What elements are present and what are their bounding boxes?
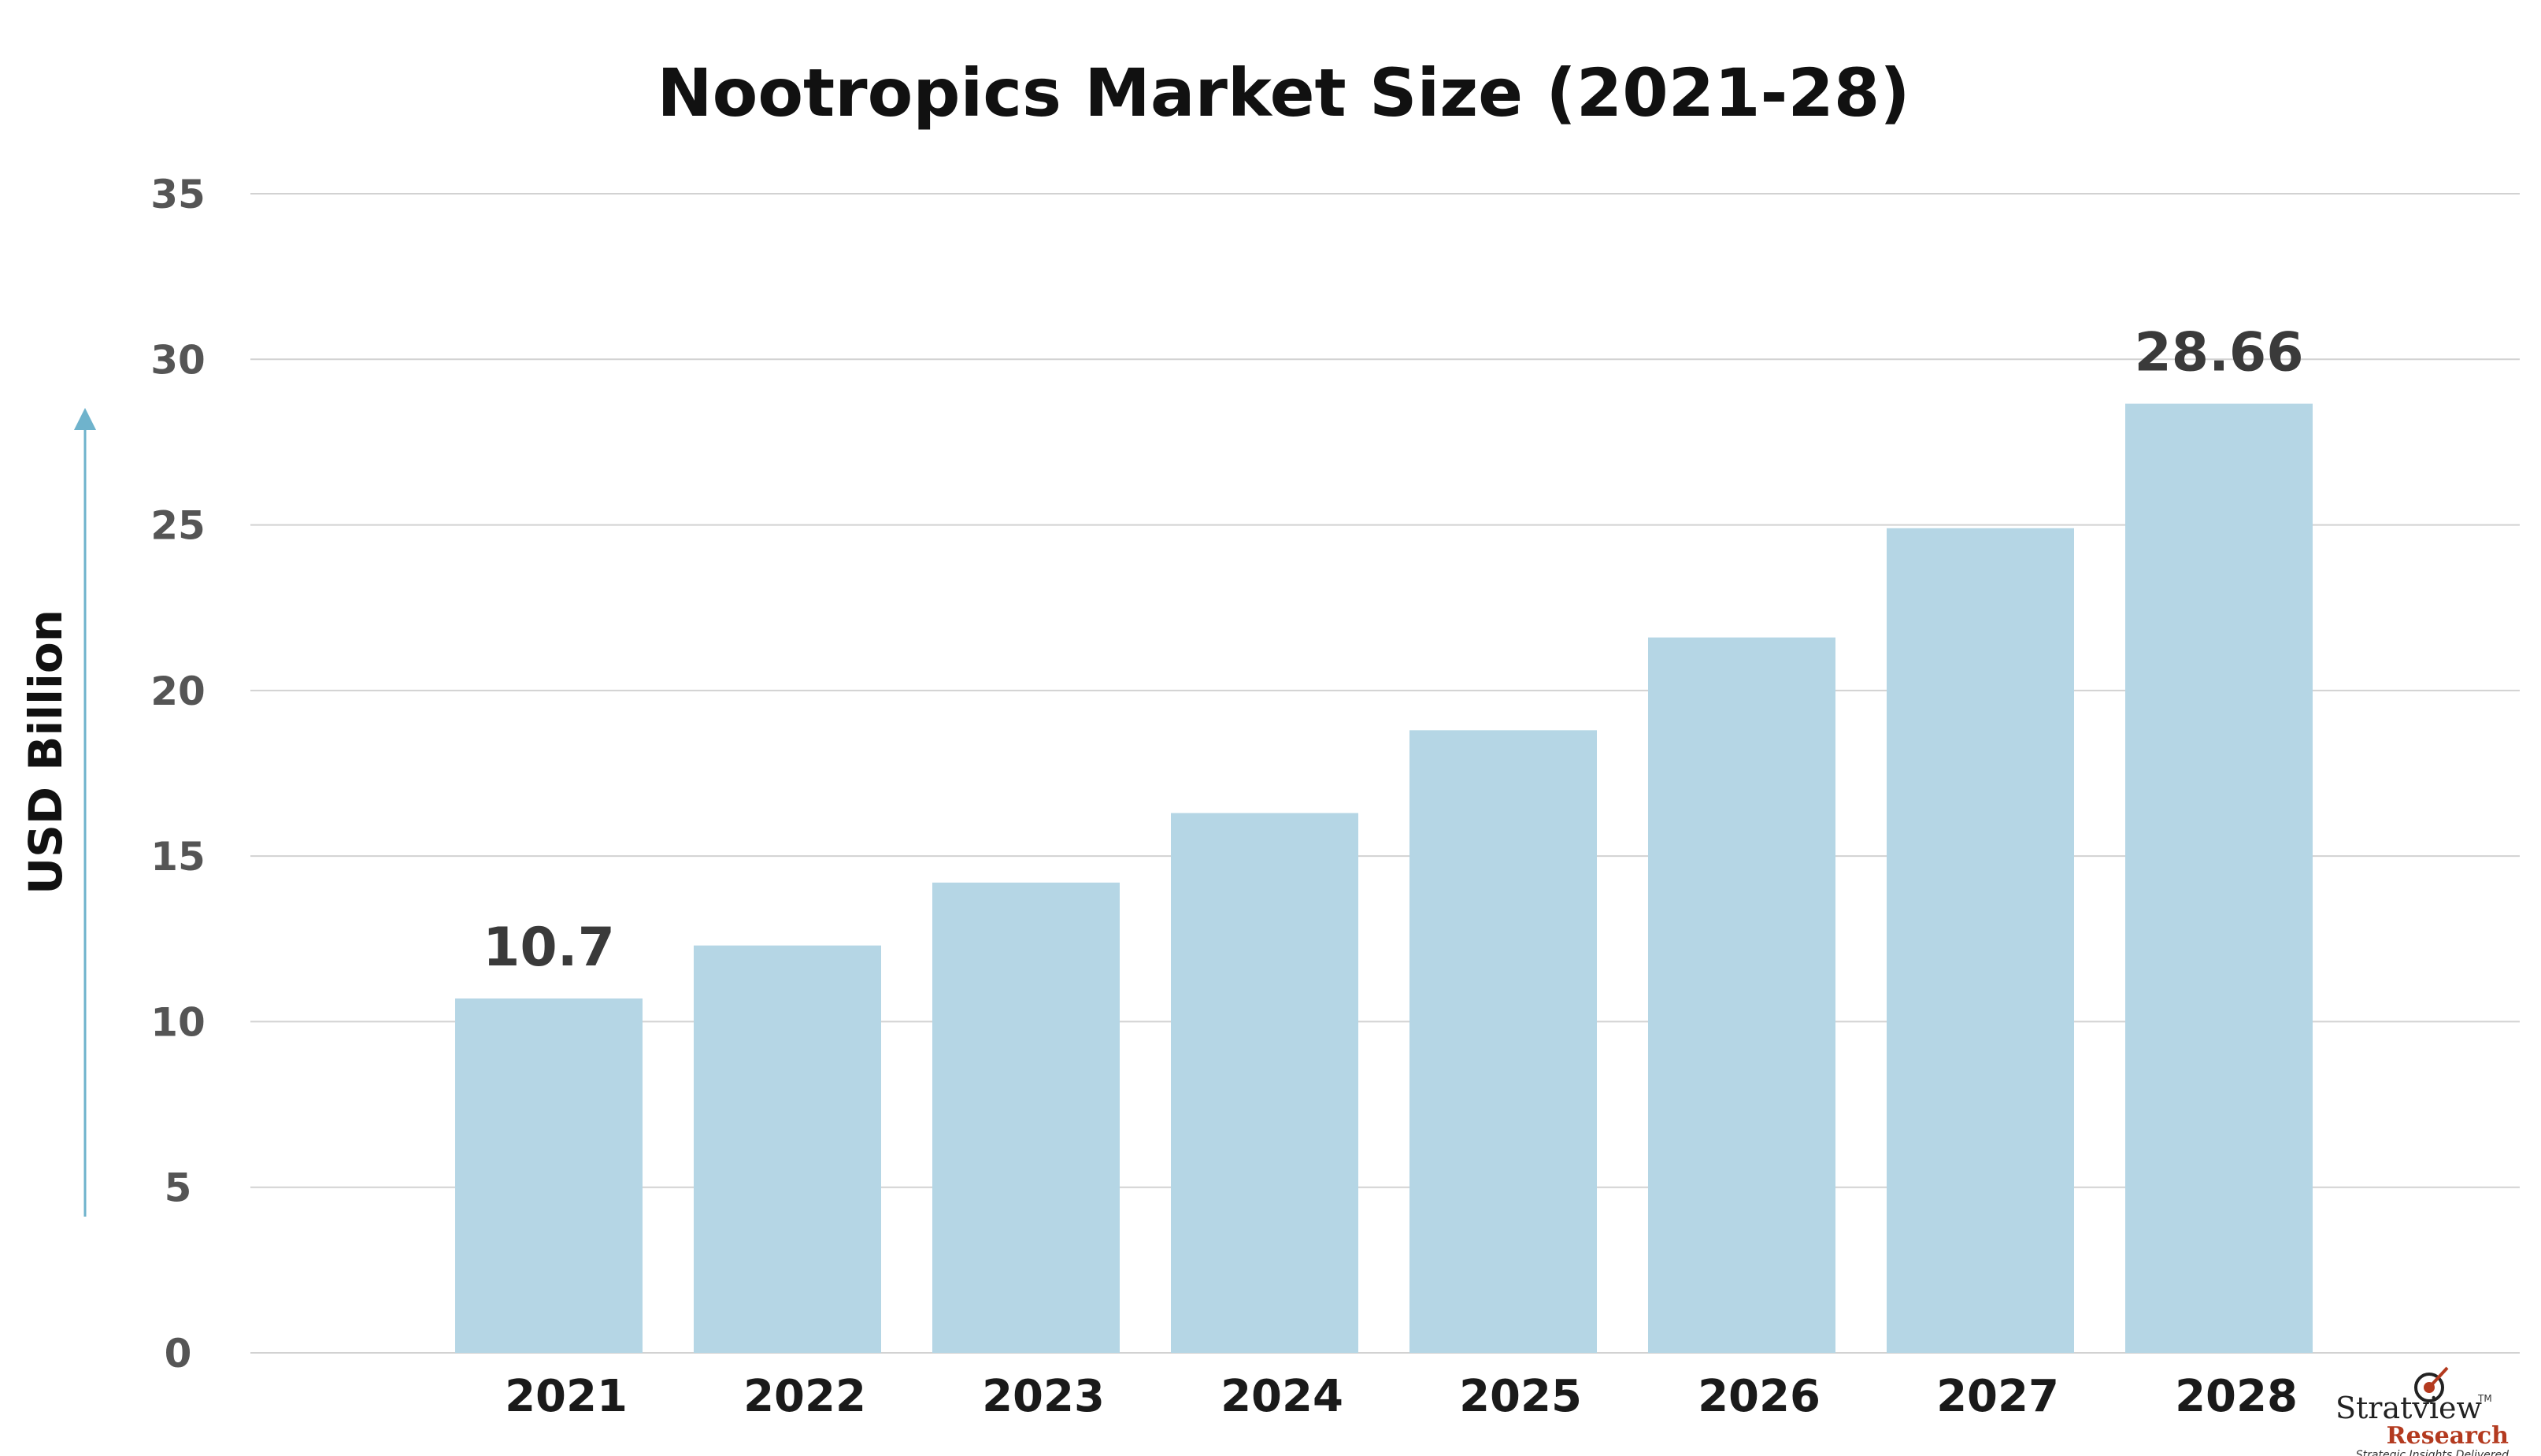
y-axis-label: USD Billion [19, 609, 72, 895]
y-tick-labels: 0 5 10 15 20 25 30 35 [150, 172, 206, 1376]
bar-2026 [1648, 637, 1835, 1353]
y-tick-label-20: 20 [150, 669, 206, 714]
data-labels: 10.7 28.66 [483, 322, 2303, 979]
bar-2021 [455, 998, 643, 1353]
x-tick-label-2028: 2028 [2175, 1371, 2298, 1422]
x-tick-label-2022: 2022 [743, 1371, 866, 1422]
bar-2022 [694, 945, 881, 1353]
data-label-2021: 10.7 [483, 917, 615, 979]
x-tick-labels: 2021 2022 2023 2024 2025 2026 2027 2028 [505, 1371, 2298, 1422]
x-tick-label-2021: 2021 [505, 1371, 628, 1422]
x-tick-label-2025: 2025 [1459, 1371, 1582, 1422]
logo-sub: Research [2387, 1422, 2510, 1450]
y-axis-arrow [74, 408, 96, 1217]
bar-2028 [2125, 403, 2313, 1353]
logo-target-icon [2414, 1373, 2444, 1402]
chart-title: Nootropics Market Size (2021-28) [657, 54, 1909, 132]
y-tick-label-15: 15 [150, 834, 206, 880]
logo-arrow-icon [2428, 1366, 2449, 1389]
x-tick-label-2027: 2027 [1936, 1371, 2059, 1422]
data-label-2028: 28.66 [2134, 322, 2303, 384]
y-tick-label-30: 30 [150, 337, 206, 383]
y-tick-label-10: 10 [150, 999, 206, 1045]
logo-tagline: Strategic Insights Delivered [2356, 1449, 2509, 1456]
y-tick-label-5: 5 [165, 1165, 192, 1211]
logo-tm: TM [2477, 1393, 2492, 1404]
x-tick-label-2023: 2023 [982, 1371, 1105, 1422]
bars [455, 403, 2313, 1354]
x-tick-label-2024: 2024 [1220, 1371, 1343, 1422]
y-axis-arrow-head [74, 408, 96, 430]
bar-2025 [1409, 730, 1597, 1353]
y-tick-label-35: 35 [150, 172, 206, 217]
bar-2024 [1171, 813, 1358, 1353]
bar-2027 [1887, 528, 2074, 1354]
y-tick-label-25: 25 [150, 503, 206, 549]
y-tick-label-0: 0 [165, 1331, 192, 1376]
bar-2023 [932, 882, 1120, 1353]
stratview-logo: Stratview TM Research Strategic Insights… [2335, 1366, 2510, 1456]
logo-name: Stratview [2335, 1391, 2483, 1425]
x-tick-label-2026: 2026 [1698, 1371, 1821, 1422]
